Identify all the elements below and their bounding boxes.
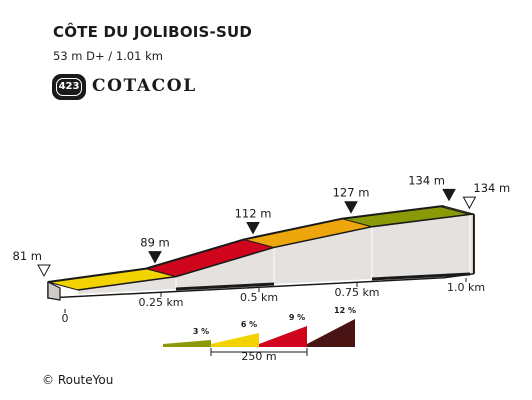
x-tick-label: 0.25 km bbox=[138, 296, 183, 309]
distance-axis: 0 0.25 km 0.5 km 0.75 km 1.0 km bbox=[62, 278, 485, 325]
x-tick-label: 0.75 km bbox=[334, 286, 379, 299]
elevation-label: 127 m bbox=[333, 186, 370, 200]
x-tick-label: 0 bbox=[62, 312, 69, 325]
legend-swatch bbox=[163, 340, 211, 347]
base-km-band bbox=[175, 282, 275, 291]
elevation-label: 112 m bbox=[235, 206, 272, 220]
profile-base-line bbox=[47, 272, 475, 301]
x-tick-label: 0.5 km bbox=[240, 291, 278, 304]
elevation-marker bbox=[148, 251, 162, 264]
profile-side-face bbox=[78, 214, 474, 294]
badge-number: 423 bbox=[56, 78, 82, 96]
gradient-legend: 3 % 6 % 9 % 12 % 250 m bbox=[163, 306, 356, 363]
chart-title: CÔTE DU JOLIBOIS-SUD bbox=[53, 23, 253, 41]
cotacol-wordmark: COTACOL bbox=[92, 76, 197, 96]
legend-swatch bbox=[307, 319, 355, 347]
legend-label: 9 % bbox=[289, 313, 305, 322]
elevation-markers: 81 m 89 m 112 m 127 m 134 m 134 m bbox=[13, 173, 510, 278]
cotacol-badge: 423 bbox=[52, 74, 86, 100]
elevation-label: 89 m bbox=[140, 236, 170, 250]
x-tick-label: 1.0 km bbox=[447, 281, 485, 294]
legend-scale-label: 250 m bbox=[241, 350, 276, 363]
legend-swatch bbox=[259, 326, 307, 347]
legend-label: 3 % bbox=[193, 327, 209, 336]
elevation-marker bbox=[442, 188, 456, 202]
elevation-label: 81 m bbox=[13, 249, 43, 263]
elevation-marker bbox=[462, 196, 477, 210]
profile-side-faces bbox=[78, 214, 475, 294]
legend-label: 6 % bbox=[241, 320, 257, 329]
climb-stats: 53 m D+ / 1.01 km bbox=[53, 49, 163, 63]
copyright-notice: © RouteYou bbox=[42, 373, 114, 387]
legend-swatch bbox=[211, 333, 259, 347]
profile-front-edge bbox=[47, 205, 444, 283]
elevation-marker bbox=[246, 221, 260, 235]
profile-start-face bbox=[47, 281, 61, 301]
profile-gradient-segments bbox=[47, 205, 475, 291]
elevation-marker bbox=[344, 201, 358, 214]
elevation-marker bbox=[37, 264, 51, 278]
elevation-label: 134 m bbox=[473, 181, 510, 195]
base-km-band bbox=[371, 272, 471, 281]
elevation-label: 134 m bbox=[408, 173, 445, 187]
profile-back-edge bbox=[77, 213, 474, 291]
legend-label: 12 % bbox=[334, 306, 356, 315]
